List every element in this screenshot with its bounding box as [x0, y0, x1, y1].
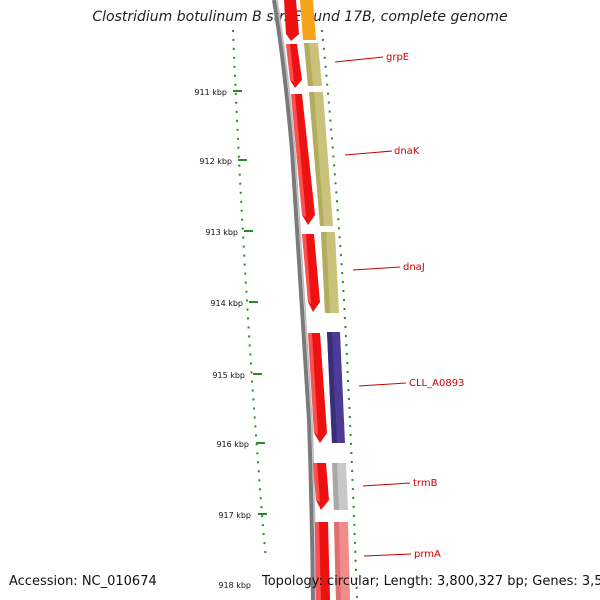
cds-grpE-red: [286, 44, 302, 88]
cds-prmA-red: [315, 522, 330, 600]
gene-label-CLL_A0893: CLL_A0893: [409, 378, 464, 389]
leader-dnaJ: [352, 266, 401, 271]
genome-stats-text: Topology: circular; Length: 3,800,327 bp…: [262, 574, 600, 589]
cds-dnaK: [309, 92, 333, 226]
gene-label-trmB: trmB: [413, 478, 438, 489]
tick-label-913: 913 kbp: [205, 228, 238, 237]
leader-CLL_A0893: [358, 382, 407, 387]
genome-backbone-shade: [276, 0, 317, 600]
gene-label-dnaK: dnaK: [394, 146, 420, 157]
cds-CLL_A0893: [327, 332, 345, 443]
leader-prmA: [363, 553, 412, 557]
tick-label-912: 912 kbp: [199, 157, 232, 166]
gene-label-grpE: grpE: [386, 52, 409, 63]
tick-label-917: 917 kbp: [218, 511, 251, 520]
tick-label-918: 918 kbp: [218, 581, 251, 590]
tick-label-914: 914 kbp: [210, 299, 243, 308]
leader-grpE: [334, 56, 384, 63]
cds-grpE: [304, 43, 322, 86]
leader-trmB: [362, 482, 411, 487]
cds-dnaJ-red: [302, 234, 320, 312]
gc-dots-right: [321, 29, 358, 600]
gc-dots-left: [232, 29, 267, 561]
cds-trmB-red: [313, 463, 329, 510]
gene-label-dnaJ: dnaJ: [403, 262, 425, 273]
gene-label-prmA: prmA: [414, 549, 441, 560]
genome-backbone: [272, 0, 315, 600]
tick-label-911: 911 kbp: [194, 88, 227, 97]
tick-label-915: 915 kbp: [212, 371, 245, 380]
map-title: Clostridium botulinum B str. Eklund 17B,…: [92, 9, 508, 25]
accession-text: Accession: NC_010674: [9, 574, 157, 589]
cds-top-red: [284, 0, 299, 41]
cds-top-orange: [300, 0, 316, 40]
cds-dnaJ: [321, 232, 339, 313]
tick-label-916: 916 kbp: [216, 440, 249, 449]
leader-dnaK: [344, 150, 393, 156]
cds-prmA: [334, 522, 350, 600]
cds-CLL_A0893-red: [308, 333, 327, 443]
cds-trmB: [332, 463, 348, 510]
cds-dnaK-red: [291, 94, 315, 225]
